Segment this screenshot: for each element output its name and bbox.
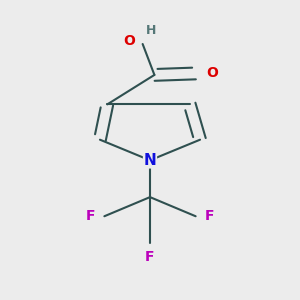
Text: N: N	[144, 153, 156, 168]
Text: F: F	[86, 209, 95, 223]
Text: O: O	[206, 66, 218, 80]
Text: O: O	[123, 34, 135, 48]
Text: H: H	[146, 24, 156, 37]
Text: F: F	[205, 209, 214, 223]
Text: F: F	[145, 250, 155, 264]
